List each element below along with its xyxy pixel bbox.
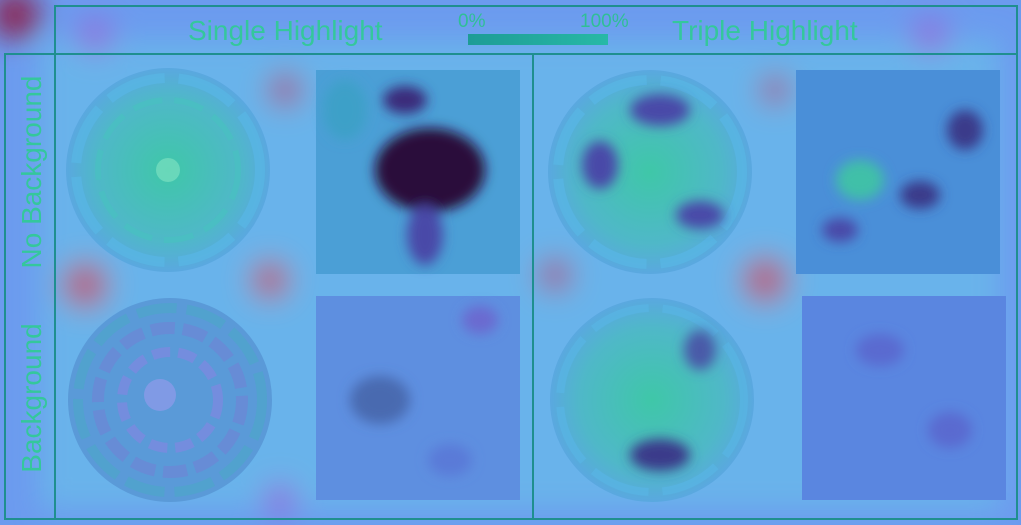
colorbar [468,34,608,45]
grid-frame [4,5,1018,520]
panel-single-background [68,296,520,502]
patch-single-no-background [316,70,520,274]
colorbar-max-label: 100% [580,11,629,32]
column-label-triple: Triple Highlight [672,15,858,46]
patch-triple-background [802,296,1006,500]
column-label-single: Single Highlight [188,15,383,46]
disk-triple-no-background [548,70,752,274]
patch-triple-no-background [796,70,1000,274]
disk-single-background [68,298,272,502]
disk-triple-background [550,298,754,502]
colorbar-min-label: 0% [458,11,486,32]
panel-single-no-background [66,68,520,274]
panel-triple-no-background [548,70,1000,274]
panel-triple-background [550,296,1006,502]
disk-single-no-background [66,68,270,272]
patch-single-background [316,296,520,500]
row-label-no-background: No Background [16,75,47,269]
row-label-background: Background [16,323,47,473]
